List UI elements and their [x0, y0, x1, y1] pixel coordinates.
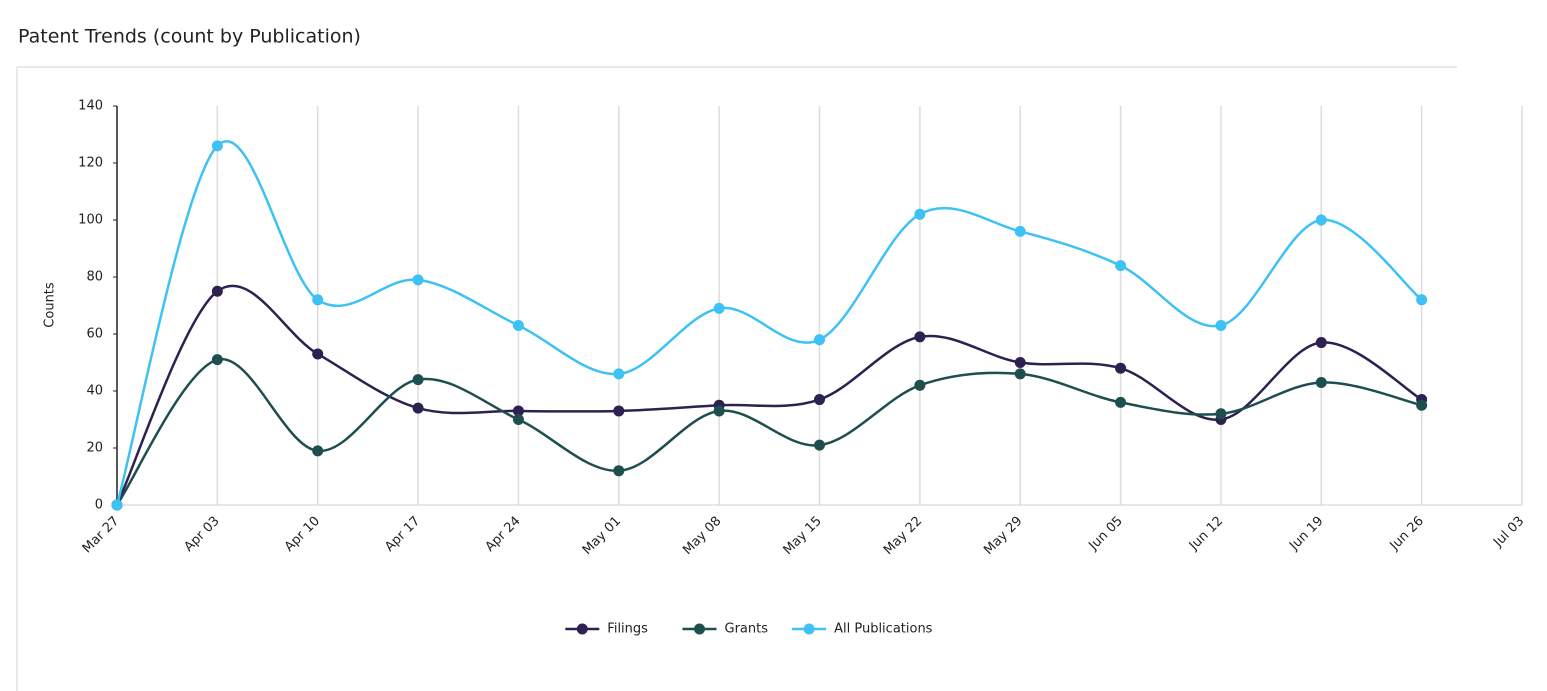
data-point: [714, 303, 725, 314]
data-point: [1115, 397, 1126, 408]
y-tick-label: 60: [86, 327, 103, 342]
data-point: [613, 465, 624, 476]
data-point: [413, 274, 424, 285]
y-tick-label: 120: [78, 156, 103, 171]
data-point: [212, 140, 223, 151]
data-point: [1115, 363, 1126, 374]
data-point: [814, 394, 825, 405]
data-point: [1015, 368, 1026, 379]
legend-label: All Publications: [834, 622, 933, 637]
data-point: [312, 348, 323, 359]
data-point: [112, 500, 123, 511]
x-tick-label: Apr 24: [483, 514, 524, 555]
legend-label: Filings: [607, 622, 648, 637]
y-tick-label: 40: [86, 384, 103, 399]
x-tick-label: May 08: [680, 514, 724, 558]
data-point: [914, 209, 925, 220]
y-tick-label: 80: [86, 270, 103, 285]
data-point: [312, 445, 323, 456]
data-point: [1316, 215, 1327, 226]
y-axis-label: Counts: [43, 282, 58, 328]
legend-marker: [694, 624, 705, 635]
x-tick-label: Apr 03: [182, 514, 223, 555]
legend-label: Grants: [725, 622, 769, 637]
legend-item: All Publications: [792, 622, 933, 637]
series-line: [117, 359, 1422, 505]
x-tick-label: May 01: [580, 514, 624, 558]
data-point: [714, 405, 725, 416]
x-tick-label: Jun 26: [1387, 514, 1427, 554]
y-tick-label: 20: [86, 441, 103, 456]
x-tick-label: Jun 05: [1086, 514, 1126, 554]
data-point: [814, 334, 825, 345]
data-point: [1416, 400, 1427, 411]
legend-marker: [577, 624, 588, 635]
data-point: [1416, 294, 1427, 305]
data-point: [513, 320, 524, 331]
chart-title: Patent Trends (count by Publication): [18, 26, 361, 48]
x-tick-label: Jun 19: [1286, 514, 1326, 554]
x-tick-label: Mar 27: [80, 514, 123, 557]
data-point: [814, 440, 825, 451]
y-tick-label: 0: [95, 498, 103, 513]
data-point: [413, 403, 424, 414]
data-point: [513, 414, 524, 425]
y-tick-label: 140: [78, 99, 103, 114]
x-tick-label: Jul 03: [1490, 514, 1527, 551]
data-point: [613, 368, 624, 379]
x-tick-label: Apr 17: [382, 514, 423, 555]
data-point: [312, 294, 323, 305]
series-line: [117, 286, 1422, 505]
data-point: [413, 374, 424, 385]
data-point: [914, 331, 925, 342]
data-point: [1015, 357, 1026, 368]
data-point: [1115, 260, 1126, 271]
legend-item: Grants: [683, 622, 769, 637]
y-tick-label: 100: [78, 213, 103, 228]
data-point: [212, 354, 223, 365]
x-tick-label: Jun 12: [1186, 514, 1226, 554]
data-point: [914, 380, 925, 391]
data-point: [1215, 320, 1226, 331]
legend-item: Filings: [565, 622, 648, 637]
data-point: [1316, 337, 1327, 348]
data-point: [613, 405, 624, 416]
legend-marker: [804, 624, 815, 635]
x-tick-label: May 29: [981, 514, 1025, 558]
x-tick-label: May 22: [881, 514, 925, 558]
data-point: [212, 286, 223, 297]
x-tick-label: Apr 10: [282, 514, 323, 555]
data-point: [1015, 226, 1026, 237]
data-point: [1215, 408, 1226, 419]
x-tick-label: May 15: [781, 514, 825, 558]
data-point: [1316, 377, 1327, 388]
